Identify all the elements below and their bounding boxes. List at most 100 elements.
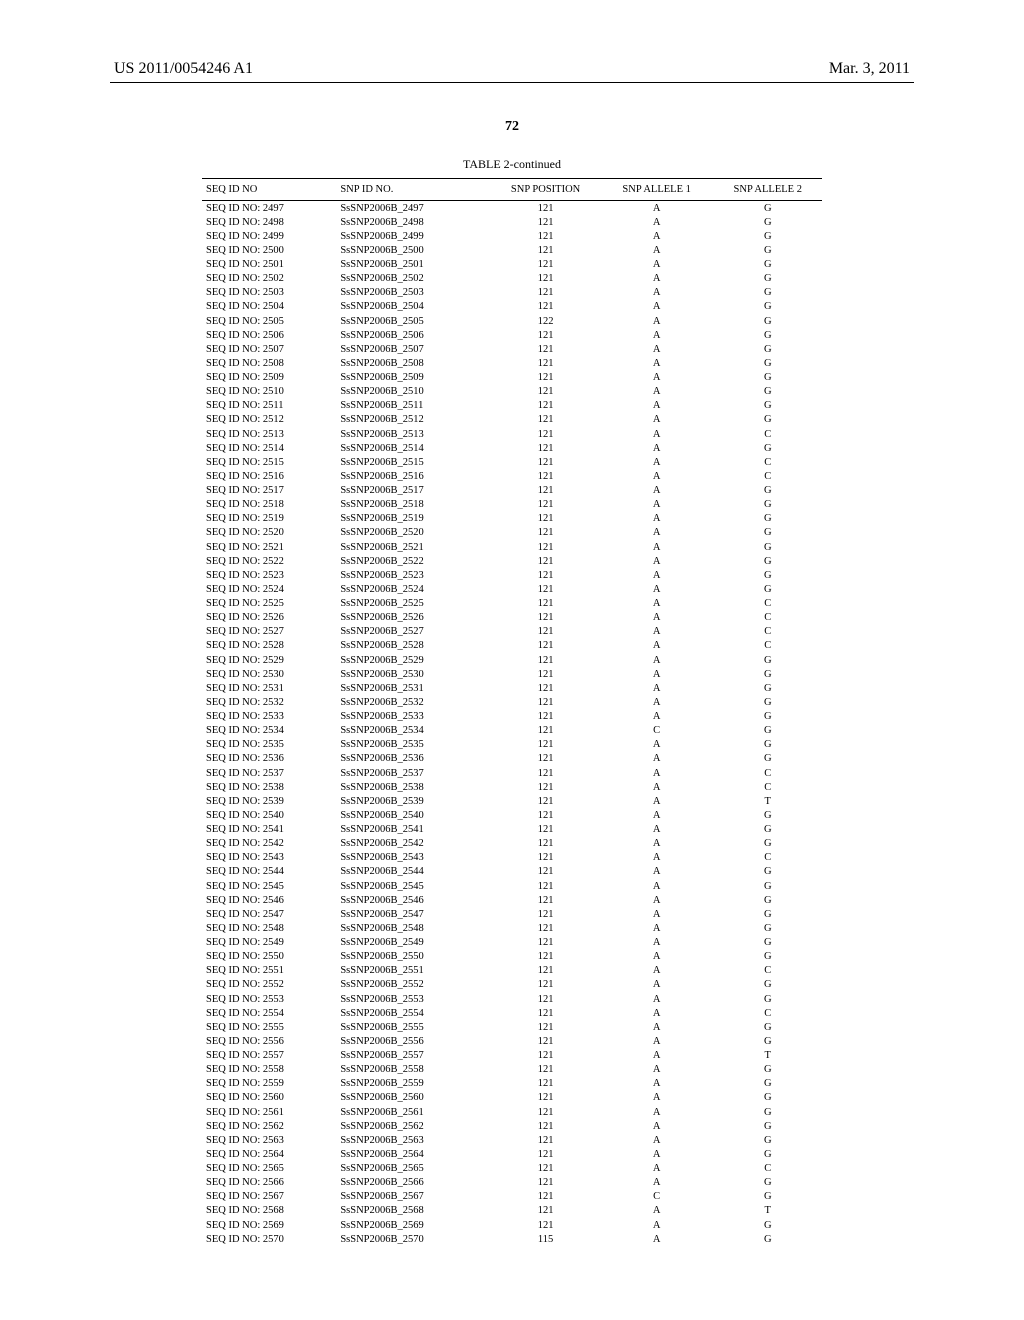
cell-seq-id: SEQ ID NO: 2512 bbox=[202, 413, 336, 427]
cell-snp-id: SsSNP2006B_2535 bbox=[336, 738, 491, 752]
cell-snp-id: SsSNP2006B_2526 bbox=[336, 611, 491, 625]
cell-snp-id: SsSNP2006B_2549 bbox=[336, 936, 491, 950]
table-row: SEQ ID NO: 2514SsSNP2006B_2514121AG bbox=[202, 441, 822, 455]
cell-allele-2: G bbox=[713, 936, 822, 950]
cell-snp-position: 121 bbox=[491, 794, 600, 808]
cell-allele-2: C bbox=[713, 1006, 822, 1020]
cell-snp-id: SsSNP2006B_2567 bbox=[336, 1190, 491, 1204]
cell-seq-id: SEQ ID NO: 2500 bbox=[202, 243, 336, 257]
snp-table: SEQ ID NO SNP ID NO. SNP POSITION SNP AL… bbox=[202, 178, 822, 1246]
cell-snp-position: 121 bbox=[491, 1049, 600, 1063]
cell-snp-id: SsSNP2006B_2511 bbox=[336, 399, 491, 413]
cell-snp-id: SsSNP2006B_2527 bbox=[336, 625, 491, 639]
cell-seq-id: SEQ ID NO: 2559 bbox=[202, 1077, 336, 1091]
cell-seq-id: SEQ ID NO: 2531 bbox=[202, 681, 336, 695]
cell-snp-id: SsSNP2006B_2545 bbox=[336, 879, 491, 893]
cell-allele-2: C bbox=[713, 427, 822, 441]
cell-snp-position: 121 bbox=[491, 371, 600, 385]
cell-snp-position: 121 bbox=[491, 695, 600, 709]
cell-snp-id: SsSNP2006B_2564 bbox=[336, 1147, 491, 1161]
cell-seq-id: SEQ ID NO: 2499 bbox=[202, 229, 336, 243]
cell-snp-position: 121 bbox=[491, 356, 600, 370]
cell-snp-id: SsSNP2006B_2562 bbox=[336, 1119, 491, 1133]
table-row: SEQ ID NO: 2538SsSNP2006B_2538121AC bbox=[202, 780, 822, 794]
table-row: SEQ ID NO: 2516SsSNP2006B_2516121AC bbox=[202, 469, 822, 483]
cell-allele-1: A bbox=[600, 738, 714, 752]
cell-allele-2: T bbox=[713, 1204, 822, 1218]
table-row: SEQ ID NO: 2534SsSNP2006B_2534121CG bbox=[202, 724, 822, 738]
cell-snp-position: 121 bbox=[491, 413, 600, 427]
cell-allele-2: G bbox=[713, 1119, 822, 1133]
cell-allele-1: A bbox=[600, 1232, 714, 1246]
table-row: SEQ ID NO: 2497SsSNP2006B_2497121AG bbox=[202, 201, 822, 216]
cell-allele-2: G bbox=[713, 907, 822, 921]
cell-snp-position: 121 bbox=[491, 526, 600, 540]
publication-date: Mar. 3, 2011 bbox=[829, 60, 910, 78]
cell-allele-1: C bbox=[600, 1190, 714, 1204]
cell-snp-id: SsSNP2006B_2536 bbox=[336, 752, 491, 766]
table-row: SEQ ID NO: 2570SsSNP2006B_2570115AG bbox=[202, 1232, 822, 1246]
cell-snp-position: 121 bbox=[491, 441, 600, 455]
cell-seq-id: SEQ ID NO: 2509 bbox=[202, 371, 336, 385]
cell-allele-2: G bbox=[713, 554, 822, 568]
cell-allele-2: G bbox=[713, 1190, 822, 1204]
table-row: SEQ ID NO: 2533SsSNP2006B_2533121AG bbox=[202, 710, 822, 724]
cell-snp-id: SsSNP2006B_2513 bbox=[336, 427, 491, 441]
table-row: SEQ ID NO: 2548SsSNP2006B_2548121AG bbox=[202, 921, 822, 935]
cell-allele-2: G bbox=[713, 950, 822, 964]
cell-snp-id: SsSNP2006B_2558 bbox=[336, 1063, 491, 1077]
cell-seq-id: SEQ ID NO: 2520 bbox=[202, 526, 336, 540]
table-row: SEQ ID NO: 2499SsSNP2006B_2499121AG bbox=[202, 229, 822, 243]
table-row: SEQ ID NO: 2530SsSNP2006B_2530121AG bbox=[202, 667, 822, 681]
table-row: SEQ ID NO: 2558SsSNP2006B_2558121AG bbox=[202, 1063, 822, 1077]
cell-snp-id: SsSNP2006B_2501 bbox=[336, 258, 491, 272]
cell-seq-id: SEQ ID NO: 2549 bbox=[202, 936, 336, 950]
cell-allele-2: G bbox=[713, 837, 822, 851]
cell-allele-2: G bbox=[713, 286, 822, 300]
cell-seq-id: SEQ ID NO: 2560 bbox=[202, 1091, 336, 1105]
cell-snp-id: SsSNP2006B_2554 bbox=[336, 1006, 491, 1020]
cell-snp-position: 121 bbox=[491, 229, 600, 243]
cell-allele-2: C bbox=[713, 597, 822, 611]
cell-snp-position: 121 bbox=[491, 808, 600, 822]
cell-seq-id: SEQ ID NO: 2562 bbox=[202, 1119, 336, 1133]
cell-allele-2: G bbox=[713, 1063, 822, 1077]
cell-snp-id: SsSNP2006B_2499 bbox=[336, 229, 491, 243]
cell-allele-1: A bbox=[600, 272, 714, 286]
cell-allele-1: A bbox=[600, 413, 714, 427]
cell-seq-id: SEQ ID NO: 2511 bbox=[202, 399, 336, 413]
cell-seq-id: SEQ ID NO: 2542 bbox=[202, 837, 336, 851]
cell-allele-1: A bbox=[600, 1133, 714, 1147]
cell-seq-id: SEQ ID NO: 2529 bbox=[202, 653, 336, 667]
cell-allele-1: A bbox=[600, 568, 714, 582]
cell-snp-id: SsSNP2006B_2533 bbox=[336, 710, 491, 724]
cell-snp-id: SsSNP2006B_2531 bbox=[336, 681, 491, 695]
cell-snp-position: 121 bbox=[491, 964, 600, 978]
cell-allele-2: G bbox=[713, 1105, 822, 1119]
col-header-snp-position: SNP POSITION bbox=[491, 179, 600, 201]
cell-snp-position: 121 bbox=[491, 1147, 600, 1161]
table-row: SEQ ID NO: 2542SsSNP2006B_2542121AG bbox=[202, 837, 822, 851]
cell-allele-2: G bbox=[713, 243, 822, 257]
table-row: SEQ ID NO: 2551SsSNP2006B_2551121AC bbox=[202, 964, 822, 978]
table-row: SEQ ID NO: 2563SsSNP2006B_2563121AG bbox=[202, 1133, 822, 1147]
cell-snp-id: SsSNP2006B_2566 bbox=[336, 1176, 491, 1190]
table-row: SEQ ID NO: 2553SsSNP2006B_2553121AG bbox=[202, 992, 822, 1006]
table-row: SEQ ID NO: 2517SsSNP2006B_2517121AG bbox=[202, 484, 822, 498]
cell-snp-id: SsSNP2006B_2537 bbox=[336, 766, 491, 780]
table-row: SEQ ID NO: 2526SsSNP2006B_2526121AC bbox=[202, 611, 822, 625]
cell-allele-1: A bbox=[600, 498, 714, 512]
cell-allele-2: C bbox=[713, 851, 822, 865]
cell-allele-1: A bbox=[600, 215, 714, 229]
cell-seq-id: SEQ ID NO: 2565 bbox=[202, 1162, 336, 1176]
cell-allele-1: A bbox=[600, 950, 714, 964]
cell-snp-position: 121 bbox=[491, 427, 600, 441]
cell-allele-1: A bbox=[600, 893, 714, 907]
cell-allele-1: A bbox=[600, 667, 714, 681]
cell-snp-position: 121 bbox=[491, 978, 600, 992]
cell-snp-id: SsSNP2006B_2524 bbox=[336, 582, 491, 596]
table-row: SEQ ID NO: 2511SsSNP2006B_2511121AG bbox=[202, 399, 822, 413]
table-row: SEQ ID NO: 2569SsSNP2006B_2569121AG bbox=[202, 1218, 822, 1232]
cell-allele-2: G bbox=[713, 371, 822, 385]
table-row: SEQ ID NO: 2502SsSNP2006B_2502121AG bbox=[202, 272, 822, 286]
